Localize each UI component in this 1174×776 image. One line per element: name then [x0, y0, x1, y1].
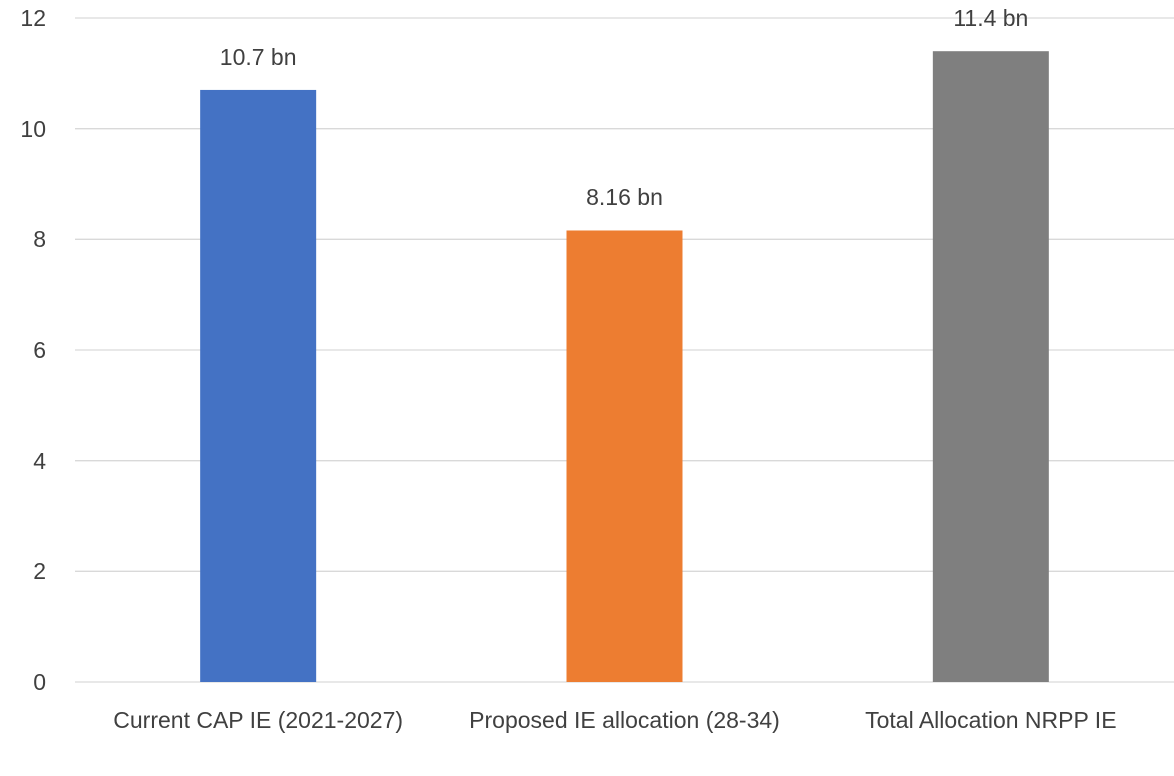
y-tick-label: 0 — [33, 669, 46, 695]
x-tick-label: Current CAP IE (2021-2027) — [113, 707, 404, 733]
y-tick-label: 12 — [20, 5, 46, 31]
x-tick-label: Total Allocation NRPP IE — [865, 707, 1117, 733]
y-tick-label: 10 — [20, 115, 46, 142]
x-tick-label: Proposed IE allocation (28-34) — [469, 707, 780, 733]
bar — [566, 230, 683, 683]
bar — [200, 89, 317, 682]
y-tick-label: 4 — [33, 447, 46, 474]
y-tick-label: 6 — [33, 337, 46, 363]
y-tick-label: 2 — [33, 558, 46, 585]
value-label: 8.16 bn — [586, 184, 663, 211]
y-tick-label: 8 — [33, 226, 46, 253]
value-label: 11.4 bn — [953, 5, 1029, 32]
value-label: 10.7 bn — [219, 43, 297, 70]
bar — [932, 51, 1049, 682]
